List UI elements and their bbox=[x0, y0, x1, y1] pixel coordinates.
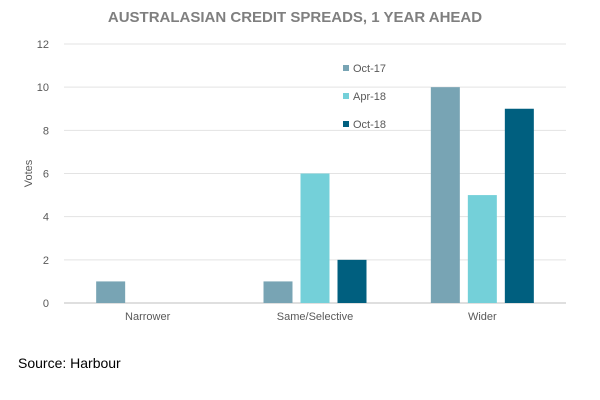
bar-oct-18-wider bbox=[504, 108, 534, 303]
y-tick-label: 10 bbox=[37, 82, 49, 94]
x-tick-label: Narrower bbox=[125, 311, 171, 323]
legend-label: Apr-18 bbox=[353, 91, 386, 103]
y-tick-label: 6 bbox=[43, 169, 49, 181]
y-tick-label: 4 bbox=[43, 212, 49, 224]
y-axis-label: Votes bbox=[23, 159, 35, 187]
y-axis-ticks: 0 2 4 6 8 10 12 bbox=[37, 39, 49, 310]
bar-oct-17-wider bbox=[430, 87, 460, 304]
legend-label: Oct-18 bbox=[353, 119, 386, 131]
legend-swatch bbox=[343, 93, 349, 99]
bar-oct-17-same-selective bbox=[263, 281, 293, 303]
legend-label: Oct-17 bbox=[353, 63, 386, 75]
legend: Oct-17 Apr-18 Oct-18 bbox=[343, 63, 386, 131]
legend-swatch bbox=[343, 121, 349, 127]
y-tick-label: 0 bbox=[43, 298, 49, 310]
y-tick-label: 8 bbox=[43, 125, 49, 137]
legend-swatch bbox=[343, 65, 349, 71]
bar-apr-18-same-selective bbox=[300, 173, 330, 303]
x-axis-ticks: Narrower Same/Selective Wider bbox=[125, 311, 497, 323]
x-tick-label: Same/Selective bbox=[277, 311, 353, 323]
bars bbox=[96, 87, 534, 304]
bar-oct-17-narrower bbox=[96, 281, 126, 303]
bar-oct-18-same-selective bbox=[337, 259, 367, 303]
source-note: Source: Harbour bbox=[18, 355, 121, 371]
y-tick-label: 2 bbox=[43, 255, 49, 267]
chart-title: AUSTRALASIAN CREDIT SPREADS, 1 YEAR AHEA… bbox=[108, 9, 482, 26]
x-tick-label: Wider bbox=[468, 311, 497, 323]
bar-apr-18-wider bbox=[467, 195, 497, 303]
y-tick-label: 12 bbox=[37, 39, 49, 51]
